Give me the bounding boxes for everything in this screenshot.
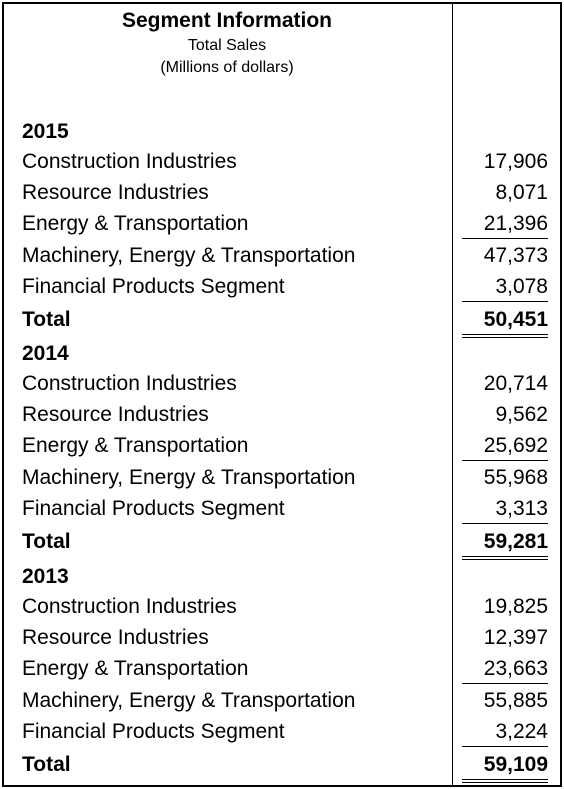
total-label: Total	[22, 753, 71, 776]
row-label: Energy & Transportation	[22, 212, 249, 236]
row-value: 55,885	[483, 688, 548, 712]
year-label: 2014	[22, 342, 69, 365]
row-label: Construction Industries	[22, 595, 237, 618]
row-label: Resource Industries	[22, 181, 209, 205]
total-value: 59,109	[462, 750, 548, 783]
total-row: Total 59,109	[4, 750, 560, 783]
table-row: Resource Industries 9,562	[4, 400, 560, 430]
year-label: 2013	[22, 565, 69, 588]
total-row: Total 50,451	[4, 305, 560, 338]
row-label: Energy & Transportation	[22, 657, 249, 681]
row-value: 55,968	[483, 465, 548, 489]
row-value: 3,313	[462, 494, 548, 524]
table-row: Construction Industries 20,714	[4, 369, 560, 399]
column-divider	[452, 4, 453, 785]
row-label: Machinery, Energy & Transportation	[22, 465, 356, 489]
total-label: Total	[22, 308, 71, 331]
table-row: Financial Products Segment 3,313	[4, 494, 560, 524]
table-row: Resource Industries 8,071	[4, 178, 560, 208]
row-value: 25,692	[462, 431, 548, 462]
row-label: Financial Products Segment	[22, 274, 285, 298]
table-row: Energy & Transportation 25,692	[4, 431, 560, 462]
table-row: Machinery, Energy & Transportation 55,885	[4, 686, 560, 716]
table-row: Machinery, Energy & Transportation 55,968	[4, 463, 560, 493]
row-label: Financial Products Segment	[22, 719, 285, 743]
row-value: 20,714	[483, 372, 548, 395]
title: Segment Information	[121, 9, 332, 32]
year-heading: 2014	[4, 339, 560, 369]
row-value: 23,663	[462, 654, 548, 685]
total-value: 50,451	[462, 305, 548, 338]
subtitle: Total Sales	[187, 37, 267, 54]
row-value: 9,562	[495, 403, 548, 427]
table-row: Construction Industries 19,825	[4, 592, 560, 622]
row-label: Construction Industries	[22, 150, 237, 173]
row-label: Resource Industries	[22, 403, 209, 427]
row-value: 3,078	[462, 272, 548, 302]
total-value: 59,281	[462, 527, 548, 560]
year-heading: 2015	[4, 117, 560, 147]
table-row: Energy & Transportation 21,396	[4, 209, 560, 240]
row-value: 19,825	[483, 595, 548, 618]
table-row: Financial Products Segment 3,078	[4, 272, 560, 302]
table-row: Resource Industries 12,397	[4, 623, 560, 653]
total-label: Total	[22, 530, 71, 553]
row-value: 3,224	[462, 717, 548, 747]
row-value: 47,373	[483, 243, 548, 267]
row-label: Construction Industries	[22, 372, 237, 395]
row-value: 17,906	[483, 150, 548, 173]
table-row: Financial Products Segment 3,224	[4, 717, 560, 747]
row-label: Energy & Transportation	[22, 434, 249, 458]
year-label: 2015	[22, 120, 69, 143]
table-row: Machinery, Energy & Transportation 47,373	[4, 241, 560, 271]
year-heading: 2013	[4, 562, 560, 592]
row-label: Financial Products Segment	[22, 496, 285, 520]
row-label: Resource Industries	[22, 626, 209, 650]
total-row: Total 59,281	[4, 527, 560, 560]
row-value: 21,396	[462, 209, 548, 240]
row-label: Machinery, Energy & Transportation	[22, 243, 356, 267]
row-value: 8,071	[495, 181, 548, 205]
table-row: Energy & Transportation 23,663	[4, 654, 560, 685]
table-row: Construction Industries 17,906	[4, 147, 560, 177]
units: (Millions of dollars)	[160, 59, 294, 76]
row-value: 12,397	[483, 626, 548, 650]
row-label: Machinery, Energy & Transportation	[22, 688, 356, 712]
